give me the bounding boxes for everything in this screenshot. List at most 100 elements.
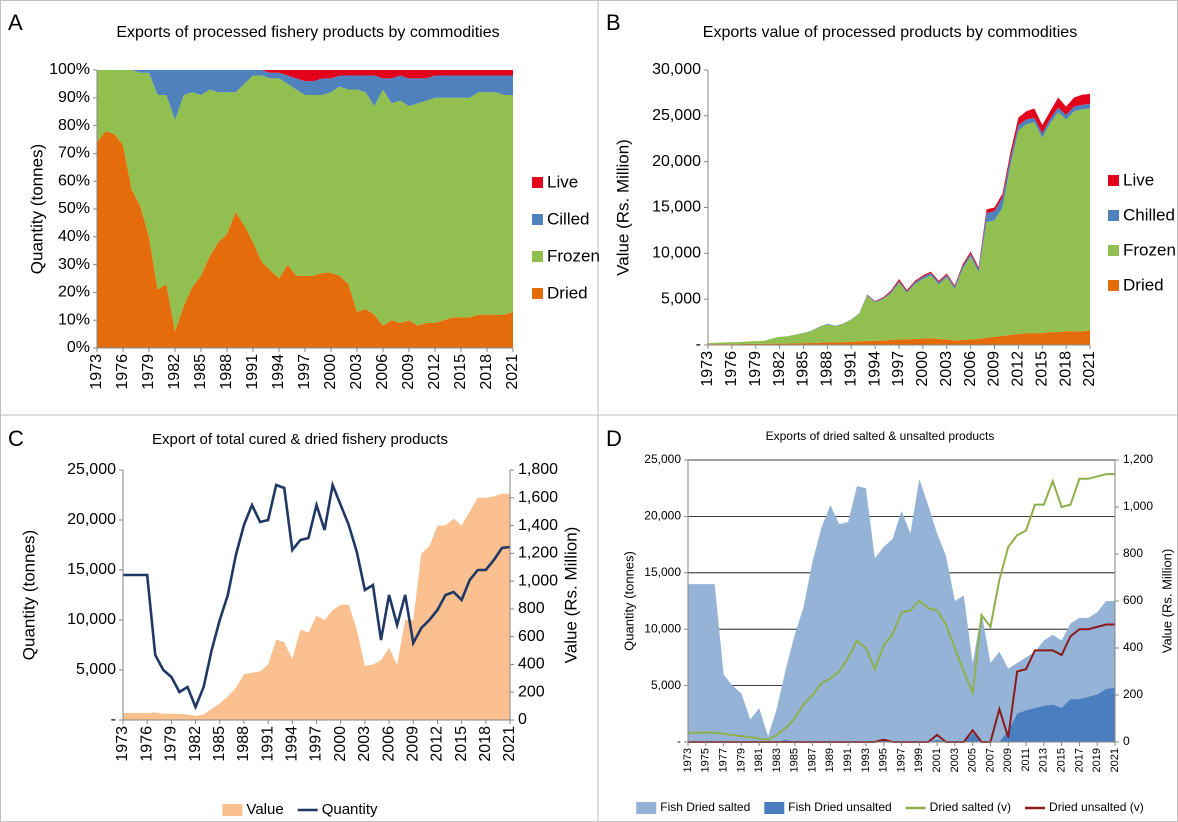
x-tick-label: 1979: [747, 351, 764, 387]
x-tick-label: 1985: [789, 748, 801, 772]
legend-label: Cilled: [547, 209, 590, 228]
x-tick-label: 1991: [244, 354, 261, 390]
panel-label: D: [606, 426, 622, 451]
y2-tick-label: 1,000: [1123, 499, 1153, 513]
y-tick-label: 80%: [58, 117, 90, 134]
y-tick-label: 30,000: [652, 61, 701, 78]
chart-panel: A Exports of processed fishery products b…: [8, 10, 600, 390]
x-tick-label: 1997: [890, 351, 907, 387]
x-tick-label: 1976: [723, 351, 740, 387]
y-axis-label: Quantity (tonnes): [19, 530, 38, 660]
y-axis-label: Quantity (tonnes): [621, 551, 636, 651]
y2-axis-label: Value (Rs. Million): [561, 527, 580, 664]
x-tick-label: 2015: [452, 354, 469, 390]
y2-axis-label: Value (Rs. Million): [1159, 549, 1174, 654]
legend-label: Dried salted (v): [930, 800, 1011, 814]
x-tick-label: 2006: [374, 354, 391, 390]
x-tick-label: 1993: [860, 748, 872, 772]
y-tick-label: 30%: [58, 256, 90, 273]
y-tick-label: 25,000: [644, 452, 681, 466]
x-tick-label: 2018: [477, 726, 494, 762]
x-tick-label: 1979: [735, 748, 747, 772]
y2-tick-label: 1,200: [1123, 452, 1153, 466]
legend-label: Dried unsalted (v): [1049, 800, 1144, 814]
x-tick-label: 2001: [931, 748, 943, 772]
x-tick-label: 2003: [949, 748, 961, 772]
x-tick-label: 1976: [114, 354, 131, 390]
x-tick-label: 1982: [187, 726, 204, 762]
x-tick-label: 1994: [284, 726, 301, 762]
x-tick-label: 1973: [682, 748, 694, 772]
y-axis-label: Value (Rs. Million): [613, 139, 632, 276]
x-tick-label: 2006: [962, 351, 979, 387]
legend-swatch: [1108, 210, 1119, 221]
chart-panel: B Exports value of processed products by …: [606, 10, 1176, 387]
y-tick-label: 20,000: [652, 153, 701, 170]
x-tick-label: 2006: [380, 726, 397, 762]
y-tick-label: 5,000: [651, 678, 681, 692]
x-tick-label: 1973: [114, 726, 131, 762]
legend-label: Fish Dried unsalted: [788, 800, 891, 814]
x-tick-label: 1981: [753, 748, 765, 772]
x-tick-label: 1991: [842, 351, 859, 387]
x-tick-label: 2021: [1081, 351, 1098, 387]
y-tick-label: 5,000: [76, 661, 116, 678]
legend-label: Dried: [1123, 275, 1164, 294]
legend-swatch: [532, 251, 543, 262]
line-series: [123, 480, 511, 711]
y2-tick-label: 400: [518, 656, 545, 673]
y2-tick-label: 1,400: [518, 517, 558, 534]
y-tick-label: 40%: [58, 228, 90, 245]
y2-tick-label: 800: [1123, 546, 1143, 560]
y-tick-label: 5,000: [661, 290, 701, 307]
x-tick-label: 2007: [984, 748, 996, 772]
legend-label: Value: [246, 801, 283, 818]
x-tick-label: 2018: [1057, 351, 1074, 387]
legend-swatch: [1108, 280, 1119, 291]
x-tick-label: 2015: [1056, 748, 1068, 772]
x-tick-label: 1985: [211, 726, 228, 762]
y-axis-label: Quantity (tonnes): [27, 144, 46, 274]
x-tick-label: 2021: [501, 726, 518, 762]
chart-panel: D Exports of dried salted & unsalted prod…: [606, 426, 1174, 814]
y-tick-label: 70%: [58, 145, 90, 162]
y-tick-label: 60%: [58, 172, 90, 189]
x-tick-label: 2012: [1010, 351, 1027, 387]
y-tick-label: 100%: [49, 61, 90, 78]
chart-title: Exports of processed fishery products by…: [116, 24, 499, 41]
x-tick-label: 1973: [699, 351, 716, 387]
y2-tick-label: 600: [1123, 593, 1143, 607]
panel-label: A: [8, 10, 23, 35]
x-tick-label: 2012: [429, 726, 446, 762]
x-tick-label: 1995: [878, 748, 890, 772]
x-tick-label: 2011: [1020, 748, 1032, 772]
x-tick-label: 2013: [1038, 748, 1050, 772]
y-tick-label: 25,000: [652, 107, 701, 124]
x-tick-label: 2009: [400, 354, 417, 390]
x-tick-label: 1991: [842, 748, 854, 772]
area-series: [97, 131, 513, 348]
legend-swatch: [636, 802, 657, 814]
x-tick-label: 1982: [771, 351, 788, 387]
y-tick-label: 20%: [58, 284, 90, 301]
y-tick-label: 10,000: [652, 245, 701, 262]
y2-tick-label: 200: [518, 683, 545, 700]
x-tick-label: 1997: [308, 726, 325, 762]
x-tick-label: 1979: [163, 726, 180, 762]
y-tick-label: 20,000: [644, 509, 681, 523]
chart-title: Exports value of processed products by c…: [703, 24, 1077, 41]
x-tick-label: 2019: [1091, 748, 1103, 772]
area-series: [97, 70, 513, 121]
y-tick-label: 25,000: [67, 461, 116, 478]
y-tick-label: 15,000: [652, 199, 701, 216]
y2-tick-label: 0: [1123, 734, 1130, 748]
y-tick-label: 10,000: [644, 621, 681, 635]
legend-label: Fish Dried salted: [660, 800, 750, 814]
x-tick-label: 2018: [478, 354, 495, 390]
x-tick-label: 1982: [166, 354, 183, 390]
x-tick-label: 1991: [259, 726, 276, 762]
y-tick-label: 15,000: [644, 565, 681, 579]
x-tick-label: 1976: [138, 726, 155, 762]
x-tick-label: 1997: [296, 354, 313, 390]
line-series: [688, 473, 1115, 741]
